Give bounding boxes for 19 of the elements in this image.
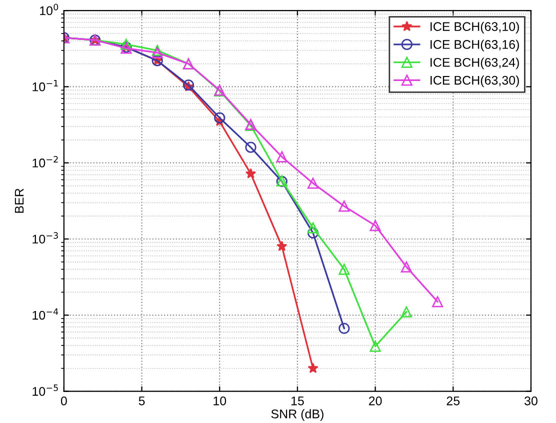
y-tick-label: 10$^{−5}$ xyxy=(32,384,58,396)
x-tick-label: 20 xyxy=(368,396,382,406)
legend-label: ICE BCH(63,16) xyxy=(430,40,519,52)
x-tick-label: 0 xyxy=(60,396,67,406)
x-tick-label: 10 xyxy=(214,396,226,406)
y-tick-label: 10$^{−3}$ xyxy=(32,232,58,244)
x-axis-title: SNR (dB) xyxy=(271,409,324,421)
x-tick-label: 15 xyxy=(291,396,304,406)
legend-label: ICE BCH(63,30) xyxy=(430,76,519,88)
y-axis-title: BER xyxy=(14,188,24,213)
x-tick-label: 25 xyxy=(446,396,460,406)
legend-label: ICE BCH(63,10) xyxy=(430,22,519,34)
x-tick-label: 5 xyxy=(138,396,145,406)
legend-label: ICE BCH(63,24) xyxy=(430,58,519,70)
x-tick-label: 30 xyxy=(524,396,538,406)
y-tick-label: 10$^{−4}$ xyxy=(32,308,58,320)
y-tick-label: 10$^{0}$ xyxy=(40,4,58,16)
y-tick-label: 10$^{−1}$ xyxy=(32,80,58,92)
y-tick-label: 10$^{−2}$ xyxy=(32,156,58,168)
